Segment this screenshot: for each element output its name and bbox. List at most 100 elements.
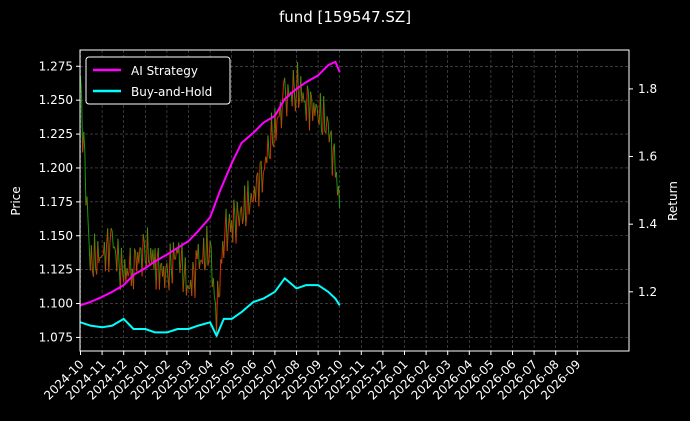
price-segment	[169, 243, 172, 268]
price-segment	[325, 116, 328, 134]
price-segment	[209, 240, 212, 247]
price-segment	[198, 260, 201, 269]
legend-box	[85, 56, 231, 105]
price-segment	[314, 103, 317, 116]
y-axis-left: 1.075 1.100 1.125 1.150 1.175 1.200 1.225 1.250…	[39, 59, 80, 344]
price-segment	[97, 241, 100, 263]
price-segment	[315, 103, 318, 108]
y-right-tick-label-3: 1.8	[638, 82, 657, 96]
price-segment	[90, 245, 93, 271]
y-left-tick-label-3: 1.150	[39, 229, 73, 243]
price-segment	[210, 246, 213, 288]
price-segment	[276, 116, 279, 120]
y-axis-right-title: Return	[666, 181, 680, 221]
price-segment	[204, 264, 207, 271]
y-left-tick-label-4: 1.175	[39, 195, 73, 209]
y-axis-right: 1.2 1.4 1.6 1.8	[629, 82, 657, 299]
price-segment	[326, 116, 329, 123]
price-segment	[129, 247, 132, 286]
legend-label-buy-and-hold: Buy-and-Hold	[131, 85, 212, 99]
price-segment	[261, 172, 264, 193]
y-axis-left-title: Price	[9, 186, 23, 215]
price-segment	[207, 260, 210, 266]
price-segment	[244, 185, 247, 227]
y-left-tick-label-1: 1.100	[39, 297, 73, 311]
price-segment	[127, 271, 130, 277]
price-segment	[319, 93, 322, 131]
price-segment	[155, 257, 158, 290]
price-segment	[109, 228, 112, 243]
price-segment	[119, 247, 122, 290]
price-segment	[294, 91, 297, 112]
price-segment	[338, 186, 341, 209]
price-segment	[217, 280, 220, 298]
price-segment	[206, 226, 209, 266]
price-segment	[267, 135, 270, 157]
legend-label-ai-strategy: AI Strategy	[131, 64, 198, 78]
price-segment	[213, 297, 216, 303]
price-segment	[264, 156, 267, 169]
price-segment	[327, 121, 330, 143]
price-segment	[286, 84, 289, 117]
price-segment	[248, 204, 251, 215]
price-segment	[87, 221, 90, 245]
chart-title: fund [159547.SZ]	[279, 8, 411, 26]
plot-frame	[79, 49, 630, 352]
price-segment	[298, 97, 301, 108]
price-segment	[335, 172, 339, 196]
price-segment	[132, 248, 136, 290]
price-segment	[86, 196, 89, 222]
y-right-tick-label-2: 1.6	[638, 150, 657, 164]
price-segment	[236, 201, 239, 215]
price-segment	[308, 91, 312, 131]
price-segment	[291, 70, 294, 107]
price-segment	[104, 244, 108, 272]
price-segment	[280, 100, 283, 129]
price-segment	[216, 280, 219, 338]
price-segment	[316, 106, 319, 119]
price-segment	[223, 232, 226, 258]
price-segment	[182, 276, 185, 293]
y-left-tick-label-5: 1.200	[39, 161, 73, 175]
price-segment	[175, 249, 178, 260]
price-segment	[191, 261, 194, 296]
price-segment	[143, 240, 146, 262]
price-segment	[138, 247, 141, 264]
price-segment	[110, 228, 113, 232]
price-segment	[117, 238, 120, 264]
price-segment	[250, 192, 253, 202]
price-segment	[120, 247, 124, 273]
y-left-tick-label-8: 1.275	[39, 59, 73, 73]
price-segment	[181, 242, 184, 293]
price-segment	[218, 295, 221, 298]
price-segment	[235, 201, 238, 244]
price-segment	[297, 62, 300, 108]
price-segment	[158, 264, 161, 290]
series-line-ai-strategy	[80, 60, 341, 307]
price-segment	[212, 278, 215, 298]
price-segment	[225, 208, 228, 251]
price-segment	[306, 85, 309, 93]
price-segment	[142, 234, 145, 242]
price-segment	[284, 77, 287, 97]
price-segment	[323, 95, 326, 132]
price-segment	[281, 83, 285, 101]
price-segment	[226, 228, 229, 251]
price-segment	[275, 118, 278, 141]
price-segment	[208, 240, 211, 261]
price-segment	[111, 230, 114, 249]
price-segment	[197, 244, 200, 269]
price-segment	[203, 237, 206, 271]
price-segment	[100, 255, 103, 258]
price-segment	[333, 143, 336, 178]
y-left-tick-label-2: 1.125	[39, 263, 73, 277]
price-segment	[171, 242, 174, 284]
price-segment	[232, 199, 235, 243]
price-segment	[233, 199, 236, 216]
price-segment	[186, 285, 189, 289]
y-right-tick-label-0: 1.2	[638, 285, 657, 299]
price-segment	[166, 263, 169, 277]
legend: AI Strategy Buy-and-Hold	[85, 56, 231, 105]
price-segment	[146, 227, 150, 263]
